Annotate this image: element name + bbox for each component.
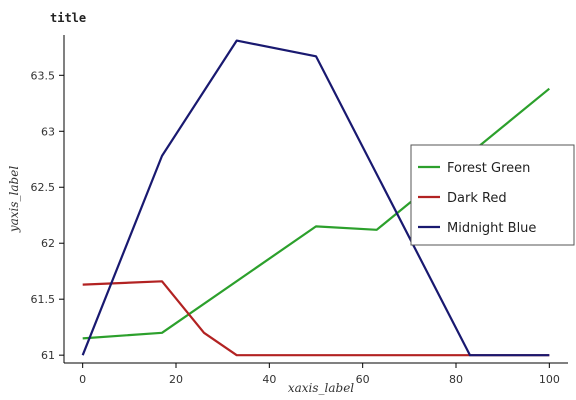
- legend-label-forest-green: Forest Green: [447, 161, 530, 176]
- x-tick-label: 80: [449, 373, 463, 386]
- y-tick-label: 61.5: [31, 293, 56, 306]
- y-tick-label: 62: [41, 237, 55, 250]
- y-axis-ticks: 61 61.5 62 62.5 63 63.5: [31, 69, 64, 362]
- x-tick-label: 0: [79, 373, 86, 386]
- legend: Forest Green Dark Red Midnight Blue: [410, 144, 575, 246]
- chart-title: title: [50, 11, 86, 25]
- y-tick-label: 61: [41, 349, 55, 362]
- legend-label-midnight-blue: Midnight Blue: [447, 221, 536, 236]
- x-axis-ticks: 0 20 40 60 80 100: [79, 363, 560, 386]
- legend-box: [410, 144, 575, 246]
- y-tick-label: 63: [41, 125, 55, 138]
- x-tick-label: 60: [356, 373, 370, 386]
- legend-label-dark-red: Dark Red: [447, 191, 507, 206]
- series-line-midnight-blue: [81, 39, 550, 357]
- x-axis-label: xaxis_label: [288, 381, 354, 395]
- x-tick-label: 40: [262, 373, 276, 386]
- series-line-dark-red: [82, 280, 550, 357]
- y-axis-label: yaxis_label: [7, 166, 21, 233]
- x-tick-label: 100: [539, 373, 560, 386]
- y-tick-label: 63.5: [31, 69, 56, 82]
- y-tick-label: 62.5: [31, 181, 56, 194]
- x-tick-label: 20: [169, 373, 183, 386]
